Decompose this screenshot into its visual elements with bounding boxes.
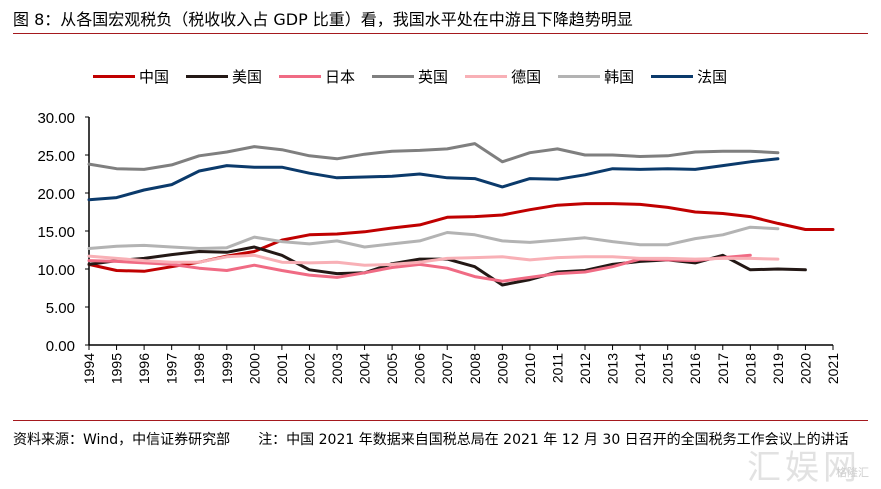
x-tick-label: 2021 — [825, 353, 841, 384]
x-tick-label: 2005 — [384, 353, 400, 384]
watermark-sub: 格隆汇 — [836, 466, 869, 479]
y-tick-label: 5.00 — [46, 300, 75, 317]
legend-swatch — [465, 74, 508, 78]
legend-item: 韩国 — [558, 66, 634, 87]
legend-label: 法国 — [697, 67, 728, 86]
x-tick-label: 2020 — [797, 353, 813, 384]
x-tick-label: 2013 — [605, 353, 621, 384]
chart-legend: 中国 美国 日本 英国 德国 韩国 法国 — [93, 62, 744, 90]
x-tick-label: 2010 — [522, 353, 538, 384]
legend-label: 德国 — [511, 67, 542, 86]
legend-label: 美国 — [232, 67, 263, 86]
footer-divider — [13, 420, 868, 421]
legend-swatch — [372, 74, 415, 78]
x-tick-label: 2001 — [274, 353, 290, 384]
legend-item: 中国 — [93, 66, 169, 87]
legend-label: 日本 — [325, 67, 356, 86]
x-tick-label: 2000 — [246, 353, 262, 384]
x-tick-label: 2004 — [357, 353, 373, 384]
legend-swatch — [651, 74, 694, 78]
series-line-3 — [87, 142, 780, 171]
x-tick-label: 2015 — [660, 353, 676, 384]
note-text: 注：中国 2021 年数据来自国税总局在 2021 年 12 月 30 日召开的… — [258, 432, 849, 448]
y-tick-label: 30.00 — [37, 110, 75, 127]
figure-footer: 资料来源：Wind，中信证券研究部 注：中国 2021 年数据来自国税总局在 20… — [13, 428, 873, 453]
x-tick-label: 2009 — [494, 353, 510, 384]
series-line-6 — [87, 157, 780, 202]
legend-swatch — [279, 74, 322, 78]
series-line-4 — [87, 253, 780, 267]
x-tick-label: 2014 — [632, 353, 648, 384]
x-tick-label: 2008 — [467, 353, 483, 384]
legend-item: 法国 — [651, 66, 727, 87]
series-line-5 — [87, 225, 780, 250]
axes: 0.00 5.00 10.00 15.00 20.00 25.00 30.00 1994 199… — [37, 110, 841, 384]
y-tick-label: 10.00 — [37, 262, 75, 279]
x-tick-label: 2019 — [770, 353, 786, 384]
x-tick-label: 1999 — [219, 353, 235, 384]
series-layer — [87, 142, 835, 287]
x-tick-label: 2006 — [412, 353, 428, 384]
legend-label: 中国 — [139, 67, 170, 86]
figure-title: 图 8：从各国宏观税负（税收收入占 GDP 比重）看，我国水平处在中游且下降趋势… — [13, 10, 633, 29]
x-tick-label: 1996 — [136, 353, 152, 384]
x-tick-label: 1998 — [191, 353, 207, 384]
legend-item: 德国 — [465, 66, 541, 87]
source-text: 资料来源：Wind，中信证券研究部 — [13, 432, 231, 448]
y-tick-label: 25.00 — [37, 148, 75, 165]
x-tick-label: 1997 — [164, 353, 180, 384]
legend-label: 韩国 — [604, 67, 635, 86]
legend-item: 美国 — [186, 66, 262, 87]
x-tick-label: 2016 — [687, 353, 703, 384]
x-tick-label: 2011 — [549, 353, 565, 383]
y-tick-label: 15.00 — [37, 224, 75, 241]
line-chart: 0.00 5.00 10.00 15.00 20.00 25.00 30.00 1994 199… — [37, 110, 841, 384]
x-tick-label: 2018 — [742, 353, 758, 384]
x-tick-label: 2002 — [301, 353, 317, 384]
x-tick-label: 1995 — [109, 353, 125, 384]
watermark: 汇娱网 — [747, 448, 861, 488]
y-tick-label: 20.00 — [37, 186, 75, 203]
legend-swatch — [558, 74, 601, 78]
x-tick-label: 2003 — [329, 353, 345, 384]
x-tick-label: 2012 — [577, 353, 593, 384]
legend-swatch — [93, 74, 135, 78]
legend-swatch — [186, 74, 229, 78]
x-tick-label: 2017 — [715, 353, 731, 384]
x-tick-label: 2007 — [439, 353, 455, 384]
legend-item: 日本 — [279, 66, 355, 87]
legend-item: 英国 — [372, 66, 448, 87]
x-tick-label: 1994 — [81, 353, 97, 384]
title-divider — [13, 33, 868, 34]
y-tick-label: 0.00 — [46, 338, 75, 355]
legend-label: 英国 — [418, 67, 449, 86]
series-line-1 — [87, 245, 807, 287]
